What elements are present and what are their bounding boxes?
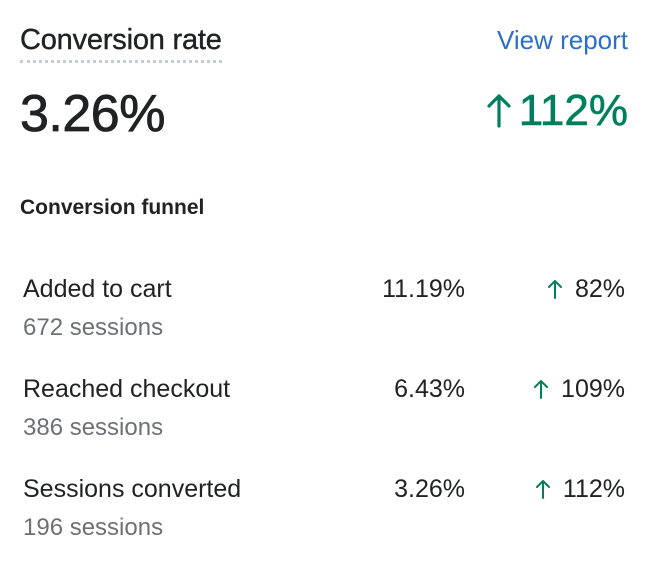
- funnel-step-label: Reached checkout: [23, 375, 231, 403]
- conversion-rate-change-value: 112%: [518, 86, 628, 136]
- funnel-step-added-to-cart: Added to cart 672 sessions 11.19% 82%: [23, 270, 625, 370]
- funnel-step-sessions-converted: Sessions converted 196 sessions 3.26% 11…: [23, 470, 625, 570]
- funnel-step-sessions: 672 sessions: [23, 314, 164, 341]
- funnel-step-label: Sessions converted: [23, 475, 242, 503]
- metric-row: 3.26% 112%: [20, 82, 629, 146]
- arrow-up-icon: [534, 380, 549, 399]
- funnel-step-change: 109%: [533, 370, 625, 408]
- funnel-step-sessions: 386 sessions: [23, 414, 164, 441]
- conversion-rate-value: 3.26%: [20, 85, 166, 144]
- funnel-step-label: Added to cart: [23, 275, 172, 303]
- conversion-funnel: Added to cart 672 sessions 11.19% 82% Re…: [23, 270, 625, 570]
- funnel-step-change: 112%: [535, 470, 625, 508]
- card-title[interactable]: Conversion rate: [20, 20, 222, 63]
- funnel-step-change-value: 109%: [561, 375, 625, 403]
- funnel-step-change-value: 82%: [574, 275, 625, 303]
- funnel-step-reached-checkout: Reached checkout 386 sessions 6.43% 109%: [23, 370, 625, 470]
- view-report-link[interactable]: View report: [496, 25, 628, 55]
- funnel-step-rate: 11.19%: [382, 275, 465, 303]
- conversion-rate-change: 112%: [487, 82, 628, 140]
- funnel-step-change-value: 112%: [562, 475, 625, 503]
- arrow-up-icon: [535, 480, 550, 499]
- funnel-step-rate: 6.43%: [394, 375, 465, 403]
- funnel-step-sessions: 196 sessions: [23, 514, 164, 541]
- funnel-step-change: 82%: [547, 270, 625, 308]
- arrow-up-icon: [547, 280, 562, 299]
- funnel-step-rate: 3.26%: [394, 475, 465, 503]
- arrow-up-icon: [487, 94, 511, 128]
- funnel-title: Conversion funnel: [20, 196, 205, 219]
- card-header: Conversion rate View report: [20, 20, 628, 64]
